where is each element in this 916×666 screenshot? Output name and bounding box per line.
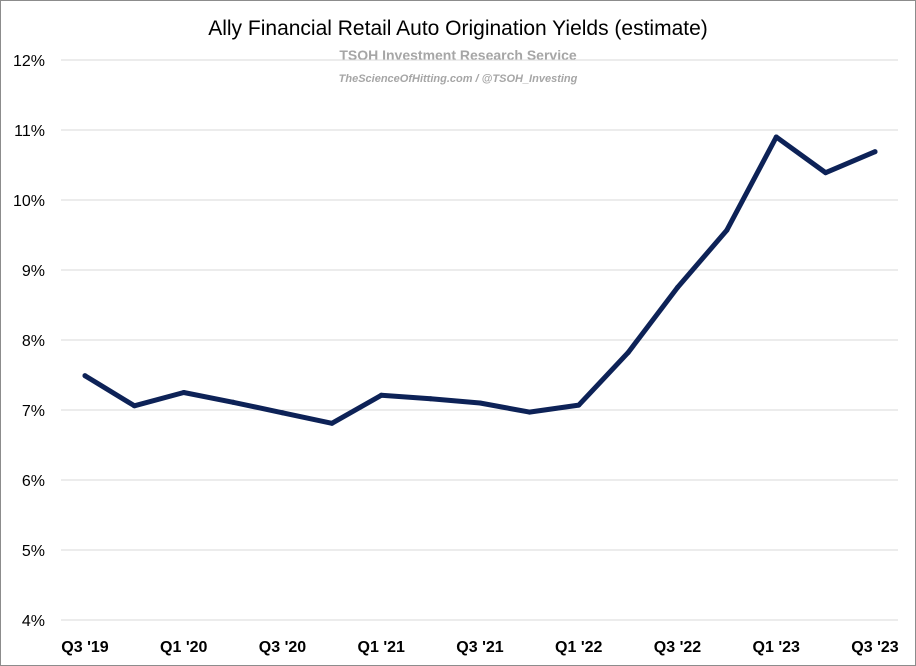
- y-tick-label: 7%: [22, 403, 45, 420]
- data-point: [625, 350, 631, 356]
- data-point: [675, 285, 680, 290]
- x-tick-label: Q3 '23: [851, 639, 898, 656]
- y-tick-label: 10%: [13, 193, 45, 210]
- x-tick-label: Q1 '21: [358, 639, 405, 656]
- y-axis: 4% 5% 6% 7% 8% 9% 10% 11% 12%: [13, 53, 45, 630]
- data-point: [872, 149, 878, 155]
- data-point: [131, 403, 137, 409]
- x-tick-label: Q1 '23: [753, 639, 800, 656]
- y-tick-label: 11%: [14, 123, 45, 140]
- chart-title: Ally Financial Retail Auto Origination Y…: [208, 17, 708, 40]
- data-point: [526, 409, 532, 415]
- data-point: [428, 396, 434, 402]
- gridlines: [61, 59, 898, 621]
- data-point: [82, 373, 88, 379]
- data-point: [823, 170, 829, 176]
- chart-credit: TheScienceOfHitting.com / @TSOH_Investin…: [339, 73, 578, 85]
- y-tick-label: 9%: [22, 263, 45, 280]
- data-point: [280, 410, 285, 416]
- y-tick-label: 12%: [13, 53, 45, 70]
- series-line: [82, 134, 878, 426]
- data-point: [181, 390, 187, 395]
- x-tick-label: Q1 '22: [555, 639, 602, 656]
- data-point: [724, 227, 730, 233]
- series-layer: [82, 134, 878, 426]
- x-axis: Q3 '19 Q1 '20 Q3 '20 Q1 '21 Q3 '21 Q1 '22 Q3 '…: [61, 639, 898, 656]
- data-point: [329, 420, 335, 426]
- x-tick-label: Q3 '21: [456, 639, 503, 656]
- x-tick-label: Q3 '22: [654, 639, 701, 656]
- y-tick-label: 6%: [22, 473, 45, 490]
- x-tick-label: Q3 '19: [61, 639, 108, 656]
- y-tick-label: 8%: [22, 333, 45, 350]
- data-point: [576, 402, 582, 408]
- y-tick-label: 4%: [22, 613, 45, 630]
- x-tick-label: Q3 '20: [259, 639, 306, 656]
- data-point: [378, 392, 384, 398]
- data-point: [477, 400, 483, 406]
- chart-subtitle: TSOH Investment Research Service: [339, 47, 577, 63]
- data-point: [230, 399, 236, 405]
- x-tick-label: Q1 '20: [160, 639, 207, 656]
- y-tick-label: 5%: [22, 543, 45, 560]
- data-point: [773, 134, 779, 140]
